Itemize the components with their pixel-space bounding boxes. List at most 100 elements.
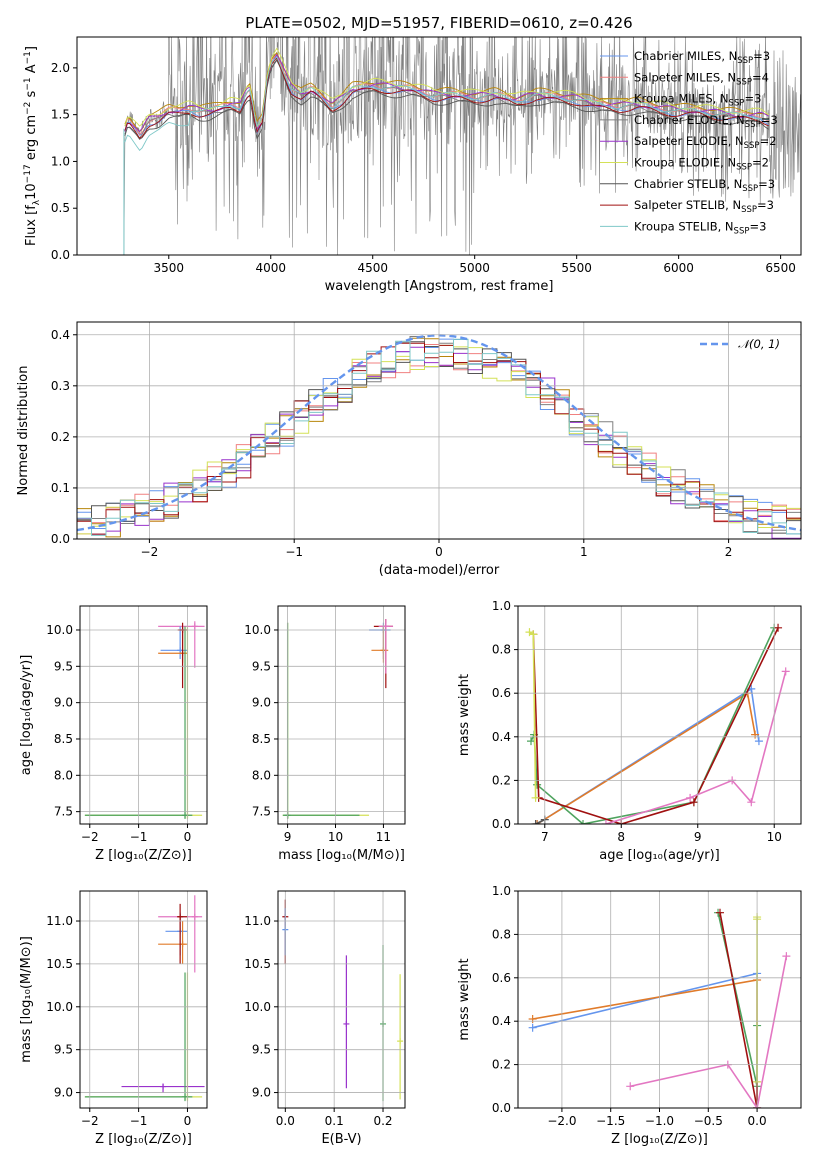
legend-sub: SSP [736,77,752,87]
y-axis-label-part: erg cm [24,115,39,164]
chart-5: −2 −1 0 9.0 9.5 10.0 10.5 11.0 Z [log₁₀(Z/Z⊙)] ma… [19,890,208,1147]
y-tick-label: 9.5 [54,659,73,673]
x-tick-label: 0 [184,830,192,844]
legend-entry: Chabrier ELODIE, NSSP=3 [634,113,778,130]
y-tick-label: 0.1 [51,481,70,495]
series-line [536,691,756,824]
y-axis-label: mass [log₁₀(M/M⊙)] [19,936,34,1063]
legend-sub: SSP [742,184,758,194]
y-tick-label: 0.0 [51,248,70,262]
y-tick-label: 0.8 [492,927,511,941]
legend-name: Kroupa ELODIE, N [634,156,736,170]
model-line-salpeter_stelib [124,57,769,139]
chart-2: −2 −1 0 7.5 8.0 8.5 9.0 9.5 10.0 Z [log₁₀(Z/Z⊙)] a… [19,605,208,863]
x-tick-label: 4500 [357,261,388,275]
model-line-chabrier_stelib [124,58,769,140]
legend-sub: SSP [737,56,753,66]
y-tick-label: 1.5 [51,108,70,122]
y-tick-label: 0.0 [492,1101,511,1115]
y-tick-label: 8.0 [252,768,271,782]
x-tick-label: −0.5 [694,1114,723,1128]
series-point [531,820,540,824]
legend-tail: =3 [761,113,778,127]
y-axis-label-part: 10 [24,183,39,200]
x-tick-label: 3500 [154,261,185,275]
x-tick-label: 0.1 [325,1114,344,1128]
legend-entry: Kroupa STELIB, NSSP=3 [634,219,766,236]
model-line-chabrier_miles [124,54,769,136]
y-tick-label: 9.0 [252,1086,271,1100]
legend-entry: Chabrier STELIB, NSSP=3 [634,177,775,194]
y-tick-label: 10.0 [46,1000,73,1014]
y-tick-label: 1.0 [492,599,511,613]
x-tick-label: 2 [725,545,733,559]
series-point [751,730,760,739]
series-point [686,793,695,802]
y-tick-label: 1.0 [51,154,70,168]
y-tick-label: 9.5 [54,1043,73,1057]
legend-entry: Chabrier MILES, NSSP=3 [634,49,770,66]
x-axis-label: Z [log₁₀(Z/Z⊙)] [95,848,192,863]
y-tick-label: 8.5 [54,732,73,746]
model-line-kroupa_elodie [124,47,769,128]
x-tick-label: 4000 [255,261,286,275]
data-spectrum-line [123,37,801,255]
series-point [579,820,588,824]
y-axis-label: mass weight [457,958,472,1040]
chart-4: 7 8 9 10 0.0 0.2 0.4 0.6 0.8 1.0 age [log₁₀(age/yr… [457,599,802,863]
x-tick-label: 9 [694,830,702,844]
legend-tail: =2 [752,156,769,170]
plot-area [282,619,394,819]
y-axis-label-part: s [24,90,39,101]
x-tick-label: 7 [541,830,549,844]
y-axis-label-part: A [24,64,39,77]
legend-tail: =3 [744,92,761,106]
legend-name: Kroupa STELIB, N [634,219,734,233]
y-tick-label: 0.6 [492,971,511,985]
data-point [182,1093,189,1100]
x-axis-label: age [log₁₀(age/yr)] [599,848,720,863]
legend-name: Salpeter ELODIE, N [634,134,744,148]
series-point [747,798,756,807]
legend-tail: =3 [757,198,774,212]
y-tick-label: 10.5 [244,957,271,971]
series-point [528,1015,537,1024]
y-tick-label: 0.4 [492,730,511,744]
axes-frame [76,36,802,256]
x-axis-label: E(B-V) [321,1132,361,1147]
x-tick-label: 0 [184,1114,192,1128]
y-axis-label-part: ] [24,46,39,51]
legend-sub: SSP [734,226,750,236]
x-tick-label: −2 [141,545,159,559]
data-point [177,913,184,920]
x-axis-label: Z [log₁₀(Z/Z⊙)] [611,1132,708,1147]
y-tick-label: 9.5 [252,1043,271,1057]
y-tick-label: 2.0 [51,61,70,75]
legend-entry: Salpeter MILES, NSSP=4 [634,70,769,87]
series-line [630,955,788,1108]
y-tick-label: 0.2 [51,430,70,444]
series-point [528,1023,537,1032]
series-point [754,737,763,746]
series-point [527,737,536,746]
series-point [689,798,698,807]
y-tick-label: 9.0 [252,696,271,710]
y-tick-label: 0.0 [51,532,70,546]
x-tick-label: 0.0 [748,1114,767,1128]
plot-area [84,895,205,1102]
plot-area [282,899,404,1102]
x-tick-label: 0.0 [276,1114,295,1128]
y-tick-label: 9.5 [252,659,271,673]
y-axis-label: mass weight [457,674,472,756]
legend-name: Salpeter MILES, N [634,70,736,84]
legend-sub: SSP [729,99,745,109]
legend-tail: =3 [749,219,766,233]
x-tick-label: −2 [81,1114,99,1128]
x-tick-label: 9 [284,830,292,844]
legend-tail: =2 [760,134,777,148]
axes-frame [79,890,208,1109]
y-axis-label: age [log₁₀(age/yr)] [19,655,34,776]
data-point [182,812,189,819]
legend-tail: =3 [758,177,775,191]
